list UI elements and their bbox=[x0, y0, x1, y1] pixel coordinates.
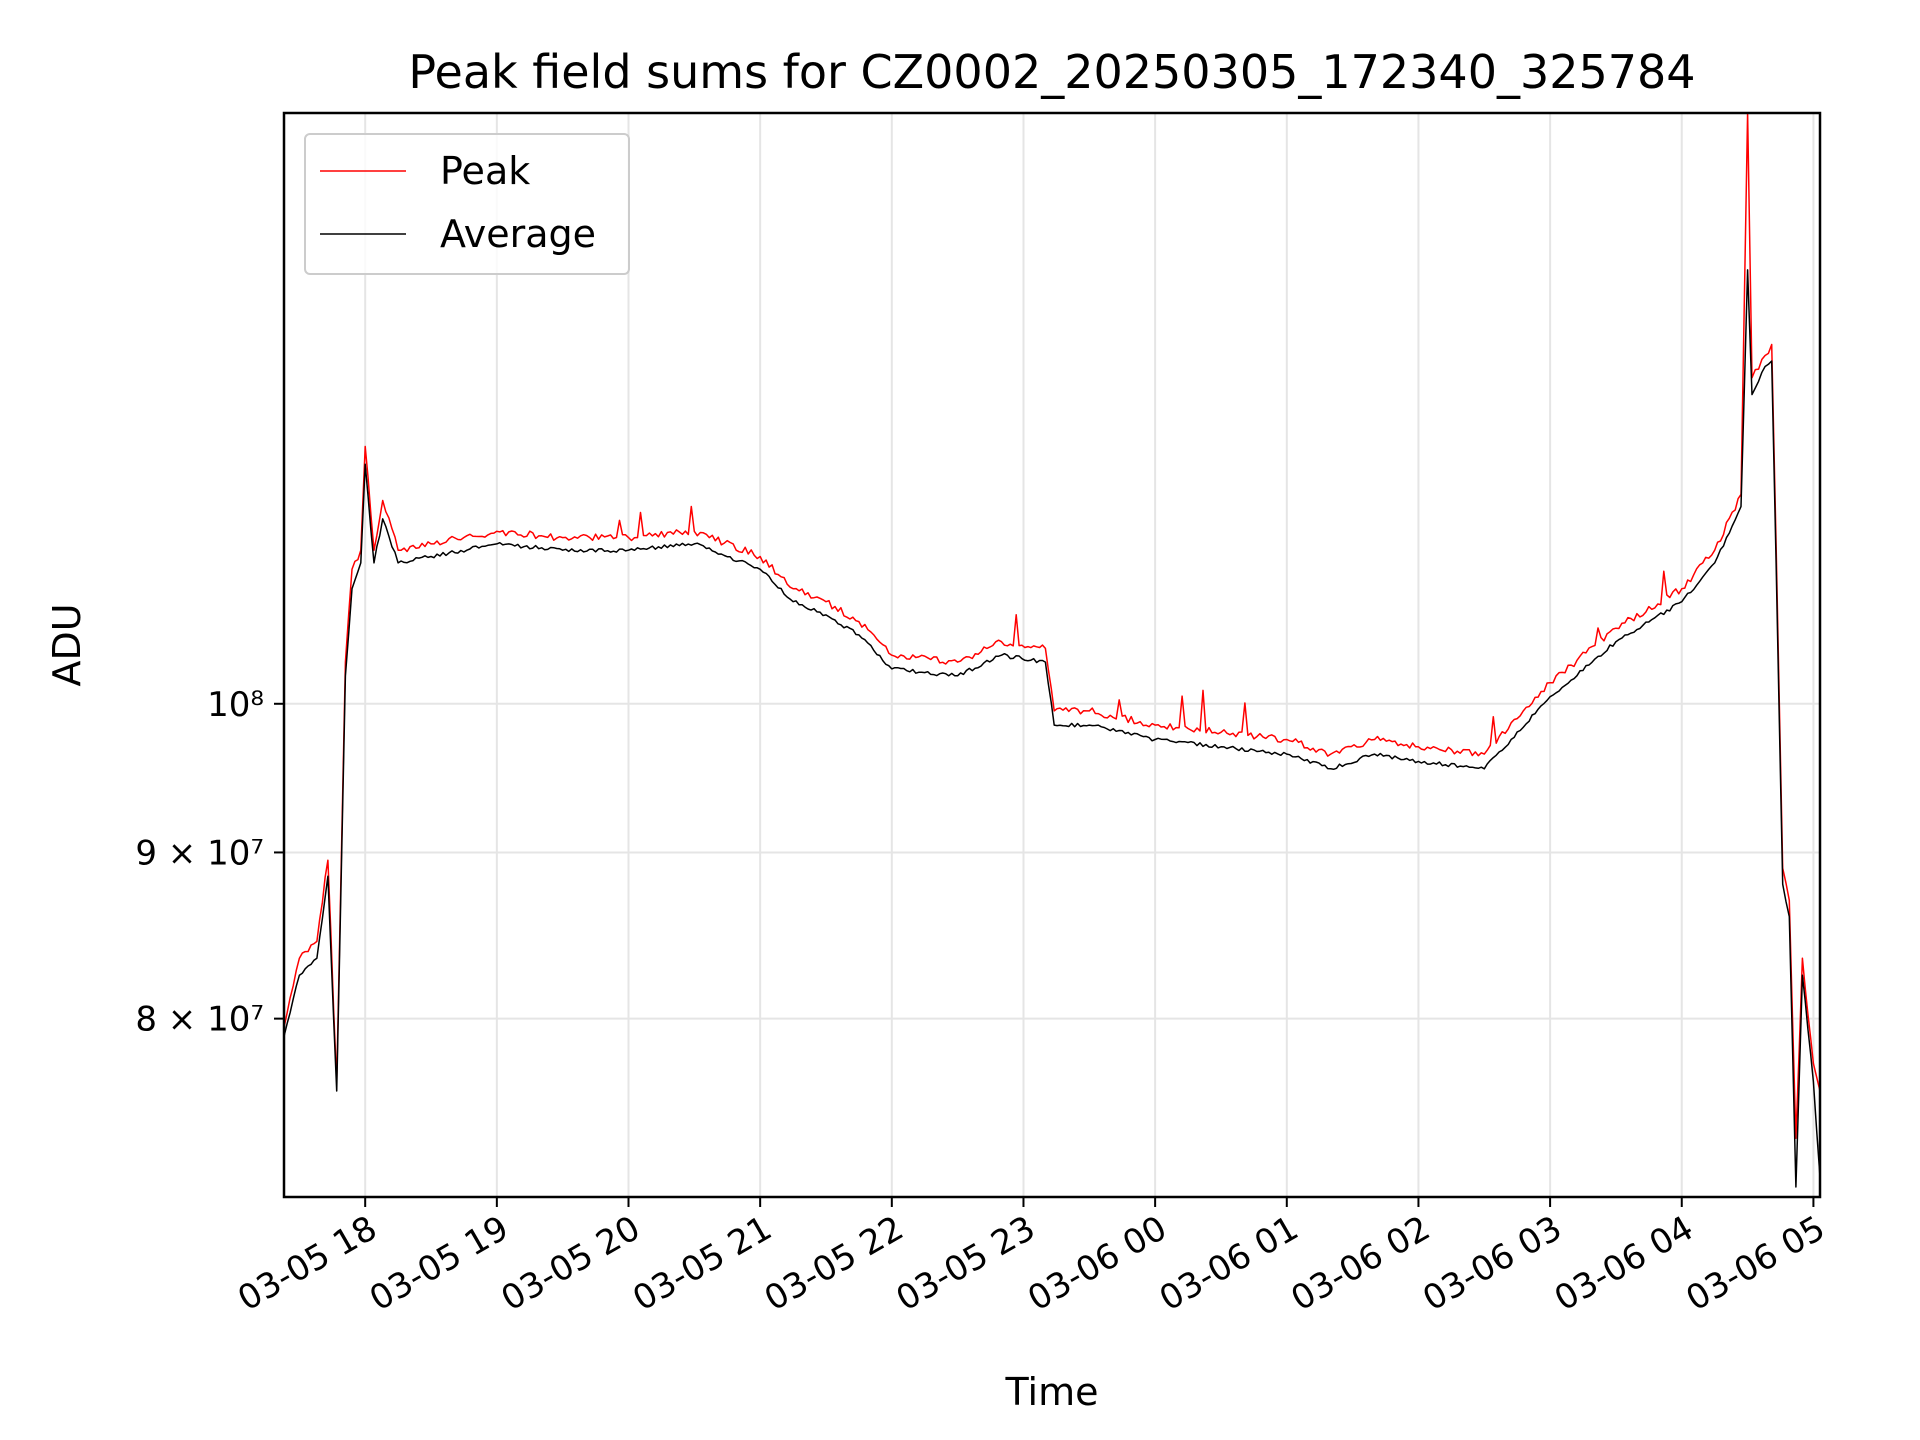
plot-area-frame bbox=[282, 111, 1822, 1199]
series-line-peak bbox=[283, 112, 1821, 1139]
y-tick-label: 10⁸ bbox=[207, 685, 264, 725]
y-axis-label: ADU bbox=[45, 603, 89, 686]
series-line-average bbox=[283, 269, 1821, 1188]
chart-title: Peak field sums for CZ0002_20250305_1723… bbox=[408, 45, 1695, 99]
legend-label-peak: Peak bbox=[440, 149, 530, 193]
legend: Peak Average bbox=[304, 133, 630, 275]
x-axis-label: Time bbox=[1005, 1370, 1099, 1414]
legend-box bbox=[304, 133, 630, 275]
series-layer bbox=[283, 112, 1821, 1188]
y-tick-label: 9 × 10⁷ bbox=[135, 833, 264, 873]
legend-label-average: Average bbox=[440, 212, 596, 256]
y-tick-label: 8 × 10⁷ bbox=[135, 1000, 264, 1040]
